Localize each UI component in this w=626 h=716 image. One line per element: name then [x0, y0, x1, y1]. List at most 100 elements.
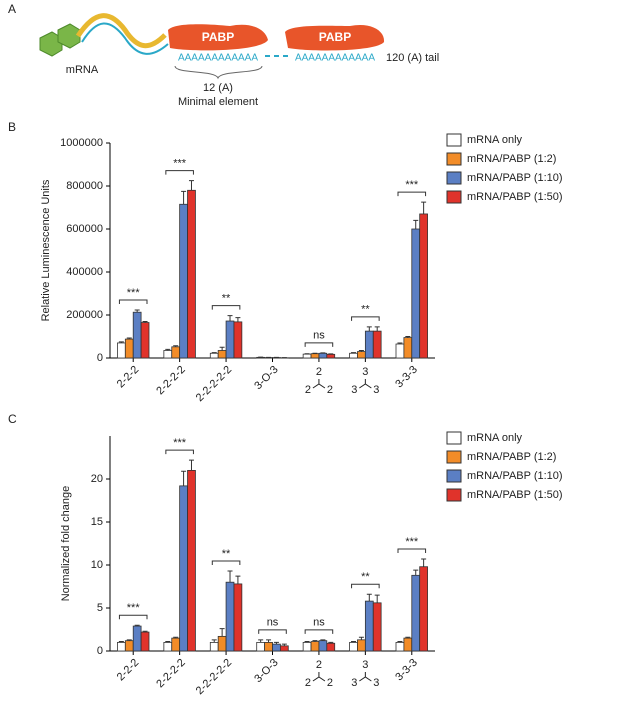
bar: [411, 228, 421, 359]
x-tick-label: 3-3-3: [393, 364, 420, 391]
bar: [209, 352, 219, 359]
error-bar: [219, 346, 225, 351]
y-tick-label: 0: [97, 352, 103, 364]
bar: [187, 189, 196, 359]
legend-label: mRNA/PABP (1:10): [467, 470, 563, 482]
significance-label: **: [361, 571, 370, 583]
x-tick-label: 2-2-2: [115, 364, 142, 391]
error-bar: [281, 643, 287, 646]
significance-bracket: [351, 583, 380, 589]
bar: [132, 625, 142, 652]
error-bar: [304, 641, 310, 643]
bar: [140, 322, 150, 359]
tail-sequence: AAAAAAAAAAAA: [295, 53, 375, 64]
legend-label: mRNA/PABP (1:50): [467, 489, 563, 501]
minimal-count: 12 (A): [203, 82, 233, 94]
bar: [364, 600, 374, 652]
diagram: PABP PABP AAAAAAAAAAAA AAAAAAAAAAAA 120 …: [39, 13, 439, 108]
bar: [179, 203, 188, 359]
bar: [357, 351, 366, 359]
x-tick-label: 2-2-2: [115, 657, 142, 684]
bar: [349, 642, 358, 652]
bar: [279, 645, 289, 652]
error-bar: [211, 352, 217, 354]
significance-label: **: [222, 293, 231, 305]
bar: [163, 642, 173, 652]
error-bar: [397, 641, 403, 643]
error-bar: [320, 639, 326, 641]
x-tick-label: 3: [362, 659, 368, 671]
error-bar: [266, 639, 272, 643]
panel-label: B: [8, 120, 16, 134]
y-axis-label: Relative Luminescence Units: [40, 179, 52, 321]
error-bar: [273, 641, 279, 645]
error-bar: [374, 594, 380, 603]
error-bar: [405, 336, 411, 338]
legend-swatch: [446, 450, 462, 464]
bar: [117, 342, 126, 359]
branch: [312, 672, 326, 682]
panel-label: A: [8, 2, 16, 16]
significance-bracket: [397, 548, 427, 553]
y-tick-label: 10: [91, 559, 103, 571]
error-bar: [413, 219, 419, 229]
error-bar: [173, 636, 179, 639]
legend-label: mRNA only: [467, 134, 523, 146]
bar: [318, 352, 328, 359]
error-bar: [188, 180, 194, 191]
error-bar: [134, 309, 140, 313]
error-bar: [181, 470, 187, 486]
bar: [163, 350, 173, 359]
error-bar: [235, 575, 241, 584]
significance-bracket: [258, 629, 287, 634]
error-bar: [211, 639, 217, 643]
significance-label: ***: [173, 158, 187, 170]
pabp-label: PABP: [202, 30, 234, 44]
x-tick-label: 3: [351, 677, 357, 689]
bar: [357, 639, 366, 652]
bar: [419, 566, 428, 652]
bar: [171, 346, 181, 359]
mrna-label: mRNA: [66, 64, 99, 76]
error-bar: [235, 317, 241, 322]
branch: [359, 672, 372, 682]
error-bar: [366, 593, 372, 602]
bar: [171, 637, 181, 652]
significance-bracket: [304, 629, 334, 634]
error-bar: [227, 315, 233, 322]
x-tick-label: 2: [316, 366, 322, 378]
error-bar: [142, 630, 148, 633]
significance-label: ***: [127, 602, 141, 614]
tail-label: 120 (A) tail: [386, 52, 439, 64]
error-bar: [405, 636, 411, 639]
bar: [395, 642, 405, 652]
significance-label: ns: [313, 617, 325, 629]
significance-bracket: [351, 316, 380, 321]
tail-sequence: AAAAAAAAAAAA: [178, 53, 258, 64]
legend-swatch: [446, 190, 462, 204]
bar: [395, 343, 405, 359]
legend-label: mRNA only: [467, 432, 523, 444]
significance-bracket: [397, 191, 427, 197]
bar: [349, 352, 358, 359]
bar: [209, 642, 219, 652]
error-bar: [173, 345, 179, 347]
bar: [187, 469, 196, 652]
pabp-shape: [285, 24, 385, 51]
branch: [359, 379, 372, 389]
bar: [403, 337, 413, 359]
brace: [174, 65, 263, 80]
bar: [372, 330, 382, 359]
error-bar: [134, 624, 140, 627]
bar: [310, 353, 320, 359]
y-tick-label: 0: [97, 645, 103, 657]
significance-bracket: [118, 299, 148, 305]
y-tick-label: 20: [91, 473, 103, 485]
bar: [364, 330, 374, 359]
bar: [318, 640, 328, 652]
bar: [256, 642, 266, 652]
error-bar: [397, 342, 403, 345]
error-bar: [118, 641, 124, 643]
error-bar: [227, 570, 233, 583]
